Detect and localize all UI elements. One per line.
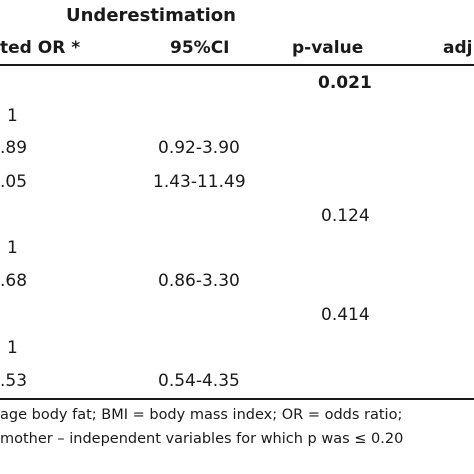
group-header-underestimation: Underestimation bbox=[66, 5, 236, 26]
column-header-or: ted OR * bbox=[0, 38, 81, 58]
row-9-or: .53 bbox=[0, 371, 28, 391]
row-7-p-value: 0.414 bbox=[321, 305, 370, 325]
row-6-ci: 0.86-3.30 bbox=[158, 271, 240, 291]
row-6-or: .68 bbox=[0, 271, 28, 291]
row-0-p-value: 0.021 bbox=[318, 73, 372, 93]
footnote-line-1: age body fat; BMI = body mass index; OR … bbox=[0, 407, 403, 423]
row-8-or: 1 bbox=[7, 338, 18, 358]
row-5-or: 1 bbox=[7, 238, 18, 258]
row-2-or: .89 bbox=[0, 138, 28, 158]
row-1-or: 1 bbox=[7, 106, 18, 126]
header-rule bbox=[0, 64, 474, 66]
row-4-p-value: 0.124 bbox=[321, 206, 370, 226]
column-header-ci: 95%CI bbox=[170, 38, 230, 58]
footnote-line-2: mother – independent variables for which… bbox=[0, 431, 404, 447]
row-3-ci: 1.43-11.49 bbox=[153, 172, 246, 192]
row-3-or: .05 bbox=[0, 172, 28, 192]
row-2-ci: 0.92-3.90 bbox=[158, 138, 240, 158]
column-header-p-value: p-value bbox=[292, 38, 364, 58]
row-9-ci: 0.54-4.35 bbox=[158, 371, 240, 391]
bottom-rule bbox=[0, 398, 474, 400]
column-header-adjusted: adj bbox=[443, 38, 473, 58]
